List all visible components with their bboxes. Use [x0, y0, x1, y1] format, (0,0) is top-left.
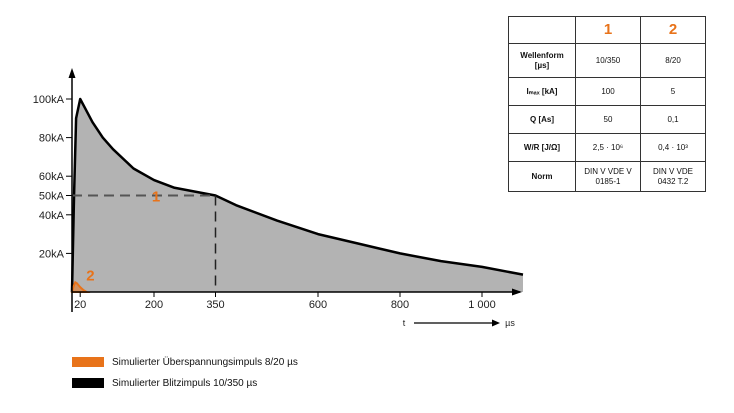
y-tick-label: 20kA — [39, 248, 65, 260]
table-cell-text: Q [As] — [530, 114, 554, 124]
x-tick-label: 600 — [309, 299, 327, 311]
table-cell-text: DIN V VDE V — [584, 166, 632, 176]
lightning-impulse-area — [72, 99, 523, 292]
x-tick-label: 200 — [145, 299, 163, 311]
x-tick-label: 1 000 — [468, 299, 496, 311]
impulse-parameter-table: 1 2 Wellenform [µs] 10/350 8/20 Iₘₐₓ [kA] 100… — [508, 16, 706, 192]
table-cell-text: 100 — [601, 86, 615, 96]
table-row: Q [As] 50 0,1 — [508, 105, 706, 134]
table-cell-text: 0,1 — [667, 114, 679, 124]
table-cell-text: 0432 T.2 — [657, 176, 689, 186]
table-row-label: Norm — [508, 161, 576, 192]
table-cell-text: 0,4 · 10³ — [658, 142, 688, 152]
table-body: Wellenform [µs] 10/350 8/20 Iₘₐₓ [kA] 100 5 Q [… — [508, 43, 706, 192]
x-axis-label: t — [403, 318, 406, 328]
table-header-empty — [508, 16, 576, 44]
table-cell-text: Norm — [531, 171, 553, 181]
table-cell-impulse-2: 0,4 · 10³ — [640, 133, 706, 162]
legend-label-surge: Simulierter Überspannungsimpuls 8/20 µs — [112, 357, 298, 368]
table-cell-text: 50 — [603, 114, 613, 124]
table-row: Iₘₐₓ [kA] 100 5 — [508, 77, 706, 106]
table-cell-impulse-1: 50 — [575, 105, 641, 134]
table-row: Norm DIN V VDE V 0185-1 DIN V VDE 0432 T.2 — [508, 161, 706, 192]
table-cell-impulse-2: 0,1 — [640, 105, 706, 134]
table-cell-text: 2,5 · 10⁶ — [592, 142, 624, 152]
legend-swatch-black — [72, 378, 104, 389]
legend-swatch-orange — [72, 357, 104, 368]
legend-item-lightning: Simulierter Blitzimpuls 10/350 µs — [72, 378, 257, 389]
table-cell-text: 8/20 — [665, 55, 681, 65]
table-header-row: 1 2 — [508, 16, 706, 44]
table-cell-text: 5 — [670, 86, 676, 96]
table-cell-impulse-1: DIN V VDE V 0185-1 — [575, 161, 641, 192]
x-tick-label: 800 — [391, 299, 409, 311]
lightning-impulse-line — [70, 97, 524, 293]
x-tick-label: 350 — [206, 299, 224, 311]
x-axis-unit: µs — [505, 318, 515, 328]
y-tick-label: 40kA — [39, 210, 65, 222]
table-cell-impulse-1: 10/350 — [575, 43, 641, 78]
y-axis-arrow — [68, 68, 76, 78]
marker-label-2: 2 — [86, 268, 94, 285]
table-cell-impulse-2: 5 — [640, 77, 706, 106]
table-cell-impulse-1: 2,5 · 10⁶ — [575, 133, 641, 162]
table-header-impulse-2: 2 — [640, 16, 706, 44]
table-header-impulse-1: 1 — [575, 16, 641, 44]
table-row-label: Wellenform [µs] — [508, 43, 576, 78]
x-tick-label: 20 — [74, 299, 86, 311]
table-cell-text: DIN V VDE — [652, 166, 693, 176]
legend-label-lightning: Simulierter Blitzimpuls 10/350 µs — [112, 378, 258, 389]
table-row-label: W/R [J/Ω] — [508, 133, 576, 162]
marker-label-1: 1 — [152, 189, 160, 206]
table-cell-impulse-2: 8/20 — [640, 43, 706, 78]
table-cell-text: 10/350 — [595, 55, 621, 65]
table-cell-text: Iₘₐₓ [kA] — [526, 86, 558, 96]
time-arrow-head — [492, 319, 500, 327]
table-cell-text: W/R [J/Ω] — [523, 142, 561, 152]
table-cell-text: [µs] — [534, 60, 550, 70]
legend-item-surge: Simulierter Überspannungsimpuls 8/20 µs — [72, 357, 298, 368]
table-cell-text: 0185-1 — [595, 176, 621, 186]
y-tick-label: 80kA — [39, 133, 65, 145]
table-cell-impulse-2: DIN V VDE 0432 T.2 — [640, 161, 706, 192]
table-row-label: Iₘₐₓ [kA] — [508, 77, 576, 106]
table-cell-impulse-1: 100 — [575, 77, 641, 106]
y-tick-label: 60kA — [39, 171, 65, 183]
table-cell-text: Wellenform — [520, 50, 564, 60]
table-row-label: Q [As] — [508, 105, 576, 134]
y-tick-label: 50kA — [39, 191, 65, 203]
y-tick-label: 100kA — [33, 94, 65, 106]
table-row: W/R [J/Ω] 2,5 · 10⁶ 0,4 · 10³ — [508, 133, 706, 162]
x-axis-arrow — [512, 288, 522, 296]
table-row: Wellenform [µs] 10/350 8/20 — [508, 43, 706, 78]
